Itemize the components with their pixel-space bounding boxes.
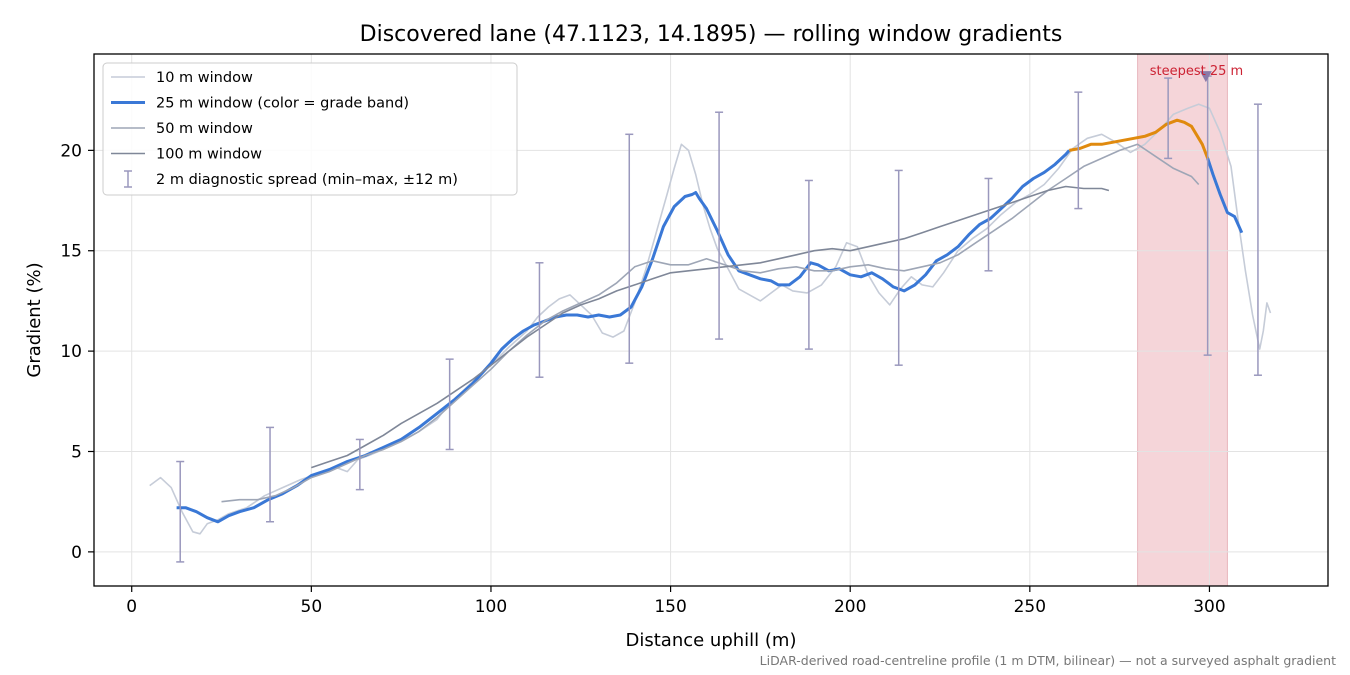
series-line-25-m-lower-band <box>1206 157 1244 234</box>
error-bar <box>266 426 275 523</box>
error-bar <box>1253 103 1262 376</box>
x-tick-label: 200 <box>834 597 866 617</box>
chart-title: Discovered lane (47.1123, 14.1895) — rol… <box>360 22 1063 47</box>
legend-label: 2 m diagnostic spread (min–max, ±12 m) <box>156 172 458 188</box>
error-bar <box>984 177 993 272</box>
x-axis-label: Distance uphill (m) <box>626 630 797 651</box>
series-line-50-m <box>221 143 1200 503</box>
x-tick-label: 150 <box>654 597 686 617</box>
legend: 10 m window 25 m window (color = grade ba… <box>102 62 518 196</box>
x-tick-label: 0 <box>126 597 137 617</box>
error-bar <box>535 262 544 378</box>
steepest-segment-band <box>1137 53 1228 587</box>
x-tick-label: 300 <box>1193 597 1225 617</box>
steepest-marker-icon <box>1199 71 1212 83</box>
steepest-label: steepest 25 m <box>1150 64 1243 79</box>
error-bar <box>1164 77 1173 160</box>
y-tick-label: 10 <box>60 342 82 362</box>
series-line-100-m <box>311 185 1110 469</box>
legend-box <box>102 62 518 196</box>
error-bar <box>445 358 454 451</box>
error-bar <box>715 111 724 340</box>
y-tick-label: 15 <box>60 242 82 262</box>
legend-label: 50 m window <box>156 121 253 137</box>
legend-label: 10 m window <box>156 70 253 86</box>
axes-frame <box>93 53 1329 587</box>
y-tick-label: 20 <box>60 141 82 161</box>
y-tick-label: 0 <box>71 543 82 563</box>
plot-area: steepest 25 m 0 50 100 150 200 250 300 0 5 10 15 20 <box>60 53 1329 617</box>
series-line-25-m-lower-band <box>176 149 1071 524</box>
x-tick-label: 50 <box>301 597 323 617</box>
x-tick-label: 250 <box>1014 597 1046 617</box>
footnote: LiDAR-derived road-centreline profile (1… <box>760 653 1336 668</box>
y-axis-label: Gradient (%) <box>24 262 45 377</box>
error-bar <box>804 179 813 350</box>
error-bar <box>894 169 903 366</box>
error-bar <box>355 438 364 491</box>
error-bar <box>176 460 185 563</box>
legend-label: 25 m window (color = grade band) <box>156 96 409 112</box>
error-bar <box>625 133 634 364</box>
legend-label: 100 m window <box>156 147 262 163</box>
series-line-10-m <box>149 103 1272 535</box>
series-line-25-m-steep-band <box>1069 118 1210 159</box>
y-tick-label: 5 <box>71 442 82 462</box>
error-bar <box>1074 91 1083 210</box>
x-tick-label: 100 <box>475 597 507 617</box>
